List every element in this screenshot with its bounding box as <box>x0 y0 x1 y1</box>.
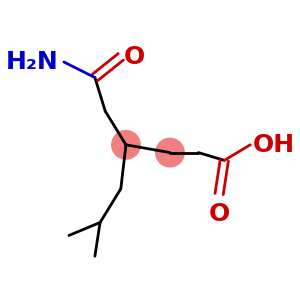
Circle shape <box>156 138 184 167</box>
Text: H₂N: H₂N <box>6 50 59 74</box>
Circle shape <box>112 130 140 159</box>
Text: O: O <box>208 202 230 226</box>
Text: OH: OH <box>253 133 295 157</box>
Text: O: O <box>123 45 145 69</box>
